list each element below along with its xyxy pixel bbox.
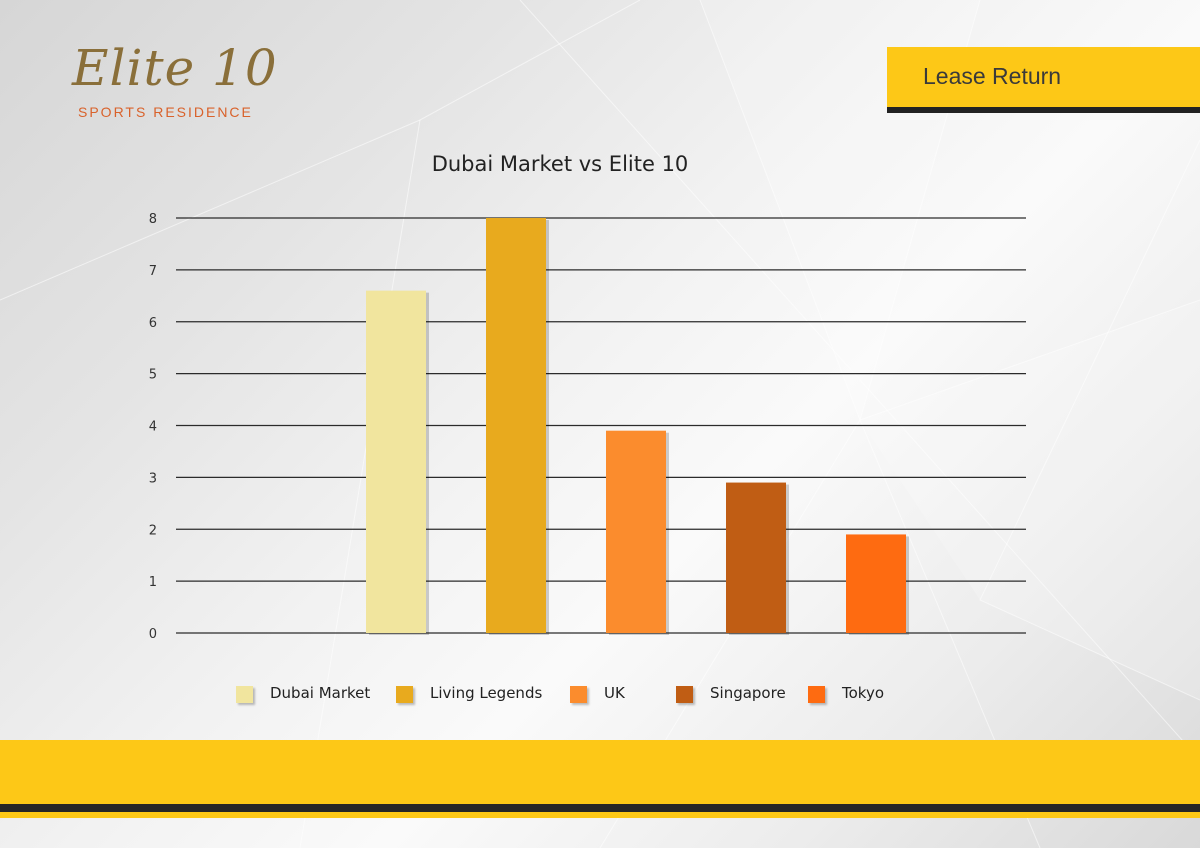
bar-singapore [726, 482, 786, 633]
y-tick-label: 7 [149, 264, 157, 279]
legend-label: Living Legends [430, 684, 543, 702]
bar-dubai-market [366, 290, 426, 633]
legend-label: UK [604, 684, 625, 702]
bar-uk [606, 430, 666, 633]
footer-divider-gold [0, 812, 1200, 818]
legend-label: Dubai Market [270, 684, 371, 702]
logo-tagline: SPORTS RESIDENCE [78, 104, 253, 120]
y-tick-label: 5 [149, 368, 157, 383]
bar-living-legends [486, 218, 546, 633]
footer-divider-dark [0, 804, 1200, 812]
y-tick-label: 6 [149, 316, 157, 331]
bar-tokyo [846, 534, 906, 633]
legend-swatch [396, 686, 413, 703]
bar-chart: 0 1 2 3 4 5 6 7 8 [149, 212, 1026, 642]
y-tick-label: 1 [149, 575, 157, 590]
legend-label: Tokyo [842, 684, 884, 702]
chart-legend: Dubai Market Living Legends UK Singapore Tok… [0, 680, 1200, 720]
legend-swatch [570, 686, 587, 703]
header-tab: Lease Return [887, 47, 1200, 113]
legend-label: Singapore [710, 684, 786, 702]
y-tick-label: 2 [149, 523, 157, 538]
footer-band [0, 740, 1200, 804]
y-tick-label: 8 [149, 212, 157, 227]
legend-swatch [676, 686, 693, 703]
legend-swatch [808, 686, 825, 703]
y-tick-label: 4 [149, 420, 157, 435]
y-tick-label: 3 [149, 471, 157, 486]
page-title: Lease Return [923, 63, 1062, 89]
y-tick-label: 0 [149, 627, 157, 642]
legend-swatch [236, 686, 253, 703]
chart-title: Dubai Market vs Elite 10 [431, 152, 689, 176]
